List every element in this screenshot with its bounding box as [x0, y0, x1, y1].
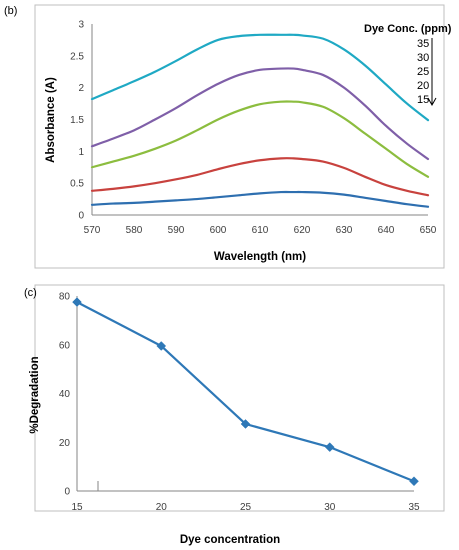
chart-b-series [90, 33, 430, 208]
chart-b-y-tick-label: 3 [78, 20, 84, 31]
chart-b-x-tick-labels: 570 580 590 600 610 620 630 640 650 [84, 225, 437, 236]
chart-c-y-tick-labels: 0 20 40 60 80 [59, 292, 71, 498]
chart-c-y-tick-label: 40 [59, 389, 71, 400]
chart-b-y-tick-label: 2 [78, 83, 84, 94]
chart-b-x-tick-label: 630 [336, 225, 353, 236]
chart-b-series-line-4 [90, 190, 430, 208]
chart-c-y-tick-label: 80 [59, 292, 71, 303]
chart-b-y-tick-label: 0 [78, 211, 84, 222]
chart-c-point-4 [409, 476, 419, 487]
chart-c-y-tick-label: 20 [59, 438, 71, 449]
chart-b-legend: Dye Conc. (ppm) 35 30 25 20 15 [364, 23, 452, 107]
chart-c-panel-label: (c) [24, 287, 37, 299]
chart-c-x-tick-labels: 15 20 25 30 35 [71, 502, 420, 513]
chart-c-y-tick-label: 0 [64, 487, 70, 498]
legend-entry-30: 30 [417, 52, 429, 64]
chart-c: (c) 15 20 25 30 35 0 20 40 60 80 Dye concentrati… [24, 284, 445, 546]
chart-b-x-tick-label: 620 [294, 225, 311, 236]
chart-b-x-tick-label: 610 [252, 225, 269, 236]
chart-c-x-tick-label: 20 [156, 502, 168, 513]
legend-arrow-head [427, 97, 437, 107]
chart-c-point-3 [324, 442, 335, 452]
chart-b-series-line-3 [90, 157, 430, 197]
chart-c-xlabel: Dye concentration [180, 534, 280, 546]
chart-c-x-tick-label: 30 [324, 502, 336, 513]
chart-b-ylabel: Absorbance (A) [45, 77, 57, 163]
chart-c-point-0 [72, 297, 82, 307]
legend-entry-35: 35 [417, 38, 429, 50]
chart-b-x-tick-label: 600 [210, 225, 227, 236]
chart-b-legend-title: Dye Conc. (ppm) [364, 23, 452, 35]
chart-c-x-tick-label: 15 [71, 502, 83, 513]
chart-c-border [34, 284, 445, 512]
chart-c-series [72, 297, 419, 487]
chart-b-y-tick-labels: 0 0.5 1 1.5 2 2.5 3 [70, 20, 84, 222]
chart-c-ylabel: %Degradation [29, 356, 41, 433]
chart-b-y-tick-label: 1 [78, 147, 84, 158]
chart-b-xlabel: Wavelength (nm) [214, 251, 306, 263]
chart-b-x-tick-label: 590 [168, 225, 185, 236]
chart-c-x-tick-label: 35 [408, 502, 420, 513]
legend-entry-15: 15 [417, 94, 429, 106]
chart-b: (b) 570 580 590 600 610 620 630 640 650 0 0.5 1 1.5… [4, 4, 452, 269]
chart-b-x-tick-label: 580 [126, 225, 143, 236]
chart-b-y-tick-label: 2.5 [70, 51, 84, 62]
chart-c-point-2 [240, 419, 251, 429]
legend-entry-20: 20 [417, 80, 429, 92]
chart-b-y-tick-label: 1.5 [70, 115, 84, 126]
chart-b-x-tick-label: 650 [420, 225, 437, 236]
chart-b-x-tick-label: 640 [378, 225, 395, 236]
chart-c-point-1 [156, 341, 167, 351]
chart-c-y-tick-label: 60 [59, 340, 71, 351]
chart-b-series-line-1 [90, 67, 430, 161]
chart-b-panel-label: (b) [4, 5, 17, 17]
chart-b-x-tick-label: 570 [84, 225, 101, 236]
chart-b-border [34, 4, 445, 269]
chart-b-series-line-0 [90, 33, 430, 122]
chart-b-y-tick-label: 0.5 [70, 179, 84, 190]
legend-entry-25: 25 [417, 66, 429, 78]
chart-c-x-tick-label: 25 [240, 502, 252, 513]
chart-b-series-line-2 [90, 100, 430, 178]
